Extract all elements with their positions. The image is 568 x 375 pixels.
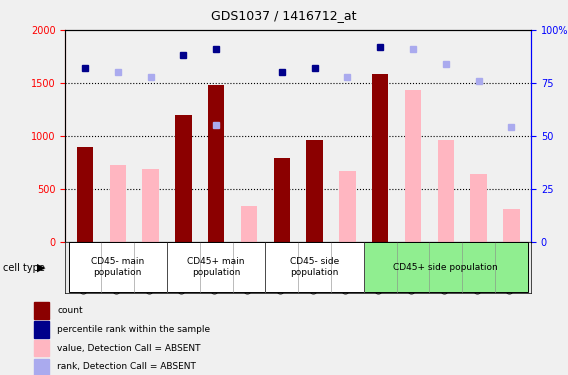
Text: CD45- side
population: CD45- side population <box>290 258 339 277</box>
Bar <box>339 171 356 242</box>
Text: value, Detection Call = ABSENT: value, Detection Call = ABSENT <box>57 344 201 352</box>
Text: cell type: cell type <box>3 263 45 273</box>
Bar <box>34 358 49 375</box>
Bar <box>241 206 257 242</box>
Text: percentile rank within the sample: percentile rank within the sample <box>57 325 210 334</box>
Bar <box>175 115 191 242</box>
Bar <box>306 140 323 242</box>
Text: rank, Detection Call = ABSENT: rank, Detection Call = ABSENT <box>57 362 196 371</box>
Text: GDS1037 / 1416712_at: GDS1037 / 1416712_at <box>211 9 357 22</box>
Bar <box>110 165 126 242</box>
Bar <box>143 169 159 242</box>
Bar <box>503 209 520 242</box>
Bar <box>208 85 224 242</box>
Bar <box>372 75 389 242</box>
Text: CD45+ main
population: CD45+ main population <box>187 258 245 277</box>
Text: ▶: ▶ <box>37 263 45 273</box>
Bar <box>34 340 49 356</box>
Bar <box>34 321 49 338</box>
Bar <box>437 140 454 242</box>
Bar <box>265 242 364 292</box>
Bar <box>167 242 265 292</box>
Text: CD45- main
population: CD45- main population <box>91 258 144 277</box>
Text: CD45+ side population: CD45+ side population <box>394 262 498 272</box>
Bar <box>405 90 421 242</box>
Text: count: count <box>57 306 83 315</box>
Bar <box>364 242 528 292</box>
Bar <box>34 302 49 319</box>
Bar <box>470 174 487 242</box>
Bar <box>69 242 167 292</box>
Bar <box>274 158 290 242</box>
Bar <box>77 147 93 242</box>
